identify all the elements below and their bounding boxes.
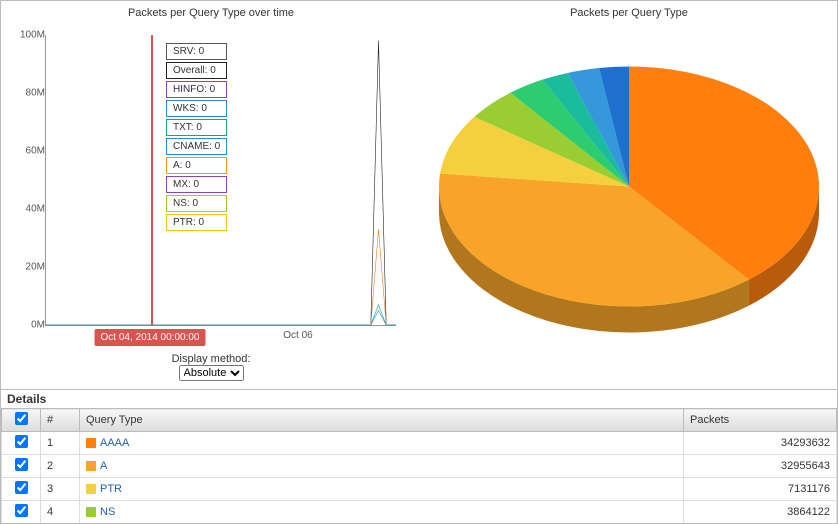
color-swatch bbox=[86, 484, 96, 494]
details-title: Details bbox=[1, 390, 837, 408]
row-querytype: A bbox=[80, 455, 684, 478]
row-querytype: PTR bbox=[80, 478, 684, 501]
line-chart-title: Packets per Query Type over time bbox=[1, 1, 421, 21]
row-num: 3 bbox=[41, 478, 80, 501]
legend-chip[interactable]: A: 0 bbox=[166, 157, 227, 174]
row-packets: 34293632 bbox=[684, 432, 837, 455]
table-row: 1 AAAA 34293632 bbox=[2, 432, 837, 455]
details-header-qt[interactable]: Query Type bbox=[80, 409, 684, 432]
xtick: Oct 06 bbox=[283, 330, 312, 341]
color-swatch bbox=[86, 461, 96, 471]
legend-chip[interactable]: MX: 0 bbox=[166, 176, 227, 193]
pie-chart-wrap bbox=[437, 65, 821, 338]
details-header-check[interactable] bbox=[2, 409, 41, 432]
row-packets: 7131176 bbox=[684, 478, 837, 501]
display-method-select[interactable]: Absolute bbox=[179, 365, 244, 381]
line-chart-hover-badge: Oct 04, 2014 00:00:00 bbox=[95, 329, 206, 346]
row-packets: 32955643 bbox=[684, 455, 837, 478]
legend-chip[interactable]: TXT: 0 bbox=[166, 119, 227, 136]
ytick: 60M bbox=[1, 146, 45, 157]
details-section: Details # Query Type Packets 1 AAAA 342936… bbox=[1, 389, 837, 524]
pie-chart-panel: Packets per Query Type bbox=[421, 1, 837, 389]
table-row: 2 A 32955643 bbox=[2, 455, 837, 478]
table-row: 4 NS 3864122 bbox=[2, 501, 837, 524]
details-header-num[interactable]: # bbox=[41, 409, 80, 432]
legend-chip[interactable]: CNAME: 0 bbox=[166, 138, 227, 155]
row-num: 4 bbox=[41, 501, 80, 524]
pie-chart-title: Packets per Query Type bbox=[421, 1, 837, 21]
query-type-link[interactable]: A bbox=[100, 460, 107, 472]
line-chart-legend: SRV: 0 Overall: 0 HINFO: 0 WKS: 0 TXT: 0 CNAM… bbox=[166, 43, 227, 231]
row-querytype: NS bbox=[80, 501, 684, 524]
ytick: 0M bbox=[1, 320, 45, 331]
legend-chip[interactable]: PTR: 0 bbox=[166, 214, 227, 231]
display-method-label: Display method: bbox=[1, 353, 421, 365]
pie-chart[interactable] bbox=[437, 65, 821, 335]
ytick: 40M bbox=[1, 204, 45, 215]
dashboard-frame: Packets per Query Type over time 0M 20M 40… bbox=[0, 0, 838, 524]
row-checkbox[interactable] bbox=[15, 504, 28, 517]
row-checkbox[interactable] bbox=[15, 458, 28, 471]
line-chart-panel: Packets per Query Type over time 0M 20M 40… bbox=[1, 1, 421, 389]
table-row: 3 PTR 7131176 bbox=[2, 478, 837, 501]
query-type-link[interactable]: AAAA bbox=[100, 437, 129, 449]
legend-chip[interactable]: NS: 0 bbox=[166, 195, 227, 212]
details-header-packets[interactable]: Packets bbox=[684, 409, 837, 432]
display-method-control: Display method: Absolute bbox=[1, 353, 421, 381]
row-checkbox[interactable] bbox=[15, 435, 28, 448]
legend-chip[interactable]: SRV: 0 bbox=[166, 43, 227, 60]
query-type-link[interactable]: NS bbox=[100, 506, 115, 518]
row-num: 2 bbox=[41, 455, 80, 478]
legend-chip[interactable]: HINFO: 0 bbox=[166, 81, 227, 98]
select-all-checkbox[interactable] bbox=[15, 412, 28, 425]
color-swatch bbox=[86, 438, 96, 448]
line-chart-plot[interactable]: SRV: 0 Overall: 0 HINFO: 0 WKS: 0 TXT: 0 CNAM… bbox=[45, 35, 396, 326]
details-table: # Query Type Packets 1 AAAA 34293632 2 A 3295… bbox=[1, 408, 837, 524]
row-querytype: AAAA bbox=[80, 432, 684, 455]
charts-row: Packets per Query Type over time 0M 20M 40… bbox=[1, 1, 837, 389]
ytick: 100M bbox=[1, 30, 45, 41]
row-checkbox[interactable] bbox=[15, 481, 28, 494]
legend-chip[interactable]: Overall: 0 bbox=[166, 62, 227, 79]
query-type-link[interactable]: PTR bbox=[100, 483, 122, 495]
ytick: 20M bbox=[1, 262, 45, 273]
color-swatch bbox=[86, 507, 96, 517]
ytick: 80M bbox=[1, 88, 45, 99]
row-num: 1 bbox=[41, 432, 80, 455]
row-packets: 3864122 bbox=[684, 501, 837, 524]
line-chart-hover-line bbox=[151, 35, 153, 325]
legend-chip[interactable]: WKS: 0 bbox=[166, 100, 227, 117]
